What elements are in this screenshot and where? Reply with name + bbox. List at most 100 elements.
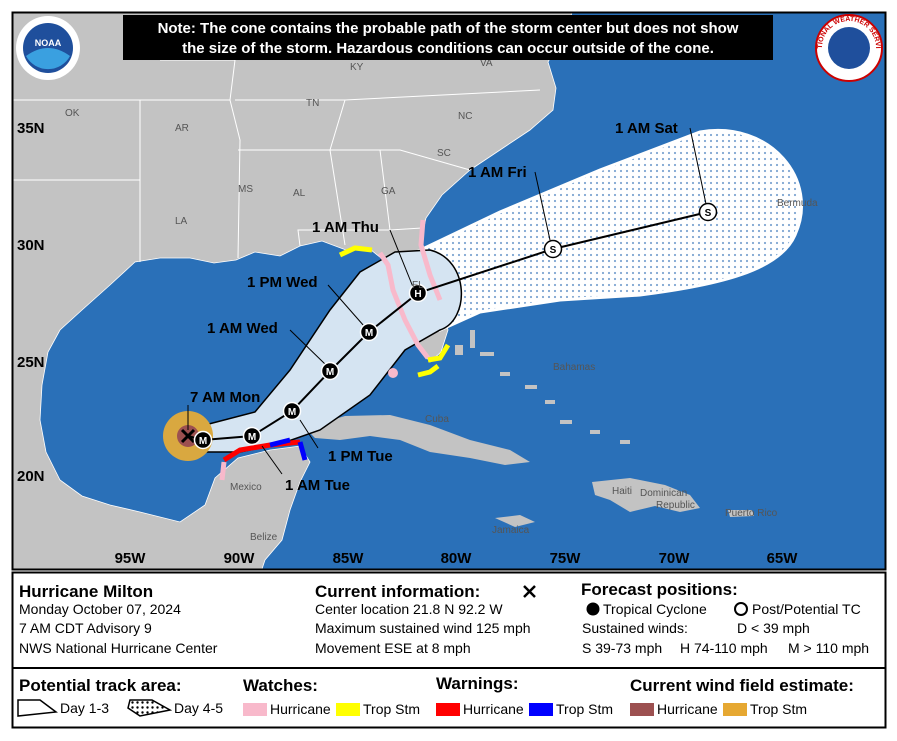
latitude-label: 30N [17,237,45,254]
track-area-title: Potential track area: [19,676,182,695]
wind-field-label: Trop Stm [750,701,807,717]
warnings-title: Warnings: [436,674,518,693]
track-marker [359,322,379,342]
trop-storm-watch-swatch [336,703,360,716]
trop-storm-wind-swatch [723,703,747,716]
sustained-winds: Sustained winds: [582,620,688,636]
time-label: 7 AM Mon [190,389,260,406]
time-label: 1 PM Wed [247,274,318,291]
marker-letter: M [288,407,296,418]
track-marker [408,283,428,303]
latitude-label: 35N [17,120,45,137]
legend-frame [11,571,887,729]
time-labels: 7 AM Mon 1 AM Tue 1 PM Tue 1 AM Wed 1 PM… [190,120,678,494]
day-1-3-symbol [17,699,58,717]
place-label: Mexico [230,482,262,493]
day-4-5-symbol [127,699,173,717]
cuba [305,415,530,465]
hurricane-wind-swatch [630,703,654,716]
latitude-label: 20N [17,468,45,485]
current-position [180,428,196,444]
track-marker [282,401,302,421]
wind-field-title: Current wind field estimate: [630,676,854,695]
track-area-label: Day 1-3 [60,700,109,716]
storm-name: Hurricane Milton [19,582,153,601]
noaa-text: NOAA [35,38,62,48]
wind-class: M > 110 mph [788,640,869,656]
longitude-label: 75W [550,550,582,567]
wind-field-label: Hurricane [657,701,718,717]
track-marker [543,239,563,259]
longitude-label: 65W [767,550,799,567]
leader-lines [187,127,707,475]
marker-letter: H [414,289,421,300]
time-label: 1 PM Tue [328,448,393,465]
place-label: Cuba [425,414,449,425]
place-label: Republic [656,500,695,511]
hurricane-warning-swatch [436,703,460,716]
longitude-label: 70W [659,550,691,567]
hispaniola [592,478,700,512]
puerto-rico [728,510,754,517]
borders [13,59,541,262]
place-label: SC [437,148,451,159]
map-frame [11,11,887,571]
time-label: 1 AM Wed [207,320,278,337]
place-label: VA [480,58,493,69]
time-label: 1 AM Sat [615,120,678,137]
date: Monday October 07, 2024 [19,601,181,617]
place-labels: KY VA OK AR TN NC SC MS AL GA LA FL Berm… [65,58,818,543]
advisory: 7 AM CDT Advisory 9 [19,620,152,636]
longitude-labels: 95W 90W 85W 80W 75W 70W 65W [115,550,799,567]
track-area-label: Day 4-5 [174,700,223,716]
place-label: Jamaica [492,525,530,536]
track-marker [698,202,718,222]
marker-letter: S [705,208,712,219]
marker-letter: M [199,436,207,447]
place-label: Bahamas [553,362,595,373]
place-label: TN [306,98,319,109]
watch-label: Hurricane [270,701,331,717]
time-label: 1 AM Fri [468,164,527,181]
legend: Hurricane Milton Monday October 07, 2024… [17,580,869,717]
bahamas [455,330,630,444]
place-label: MS [238,184,253,195]
place-label: KY [350,62,364,73]
watches-title: Watches: [243,676,318,695]
latitude-labels: 35N 30N 25N 20N [17,120,45,485]
trop-storm-warning-swatch [529,703,553,716]
place-label: Belize [250,532,278,543]
marker-letter: M [365,328,373,339]
land [13,13,573,569]
post-tc-label: Post/Potential TC [752,601,861,617]
place-label: Puerto Rico [725,508,778,519]
map: M M M M M H S S KY VA OK AR TN NC SC MS AL GA L… [13,13,885,569]
longitude-label: 85W [333,550,365,567]
marker-letter: M [326,367,334,378]
wind-class: D < 39 mph [737,620,810,636]
time-label: 1 AM Thu [312,219,379,236]
current-line: Center location 21.8 N 92.2 W [315,601,503,617]
forecast-title: Forecast positions: [581,580,738,599]
current-line: Maximum sustained wind 125 mph [315,620,531,636]
longitude-label: 95W [115,550,147,567]
marker-letter: M [248,432,256,443]
marker-letter: S [550,245,557,256]
warning-label: Trop Stm [556,701,613,717]
place-label: FL [412,280,424,291]
noaa-logo: NOAA [16,16,80,80]
track-marker [242,426,262,446]
track-marker [320,361,340,381]
current-title: Current information: [315,582,480,601]
note-line: the size of the storm. Hazardous conditi… [182,40,714,57]
place-label: Haiti [612,486,632,497]
warning-label: Hurricane [463,701,524,717]
track-markers: M M M M M H S S [193,202,718,450]
wind-class: H 74-110 mph [680,640,768,656]
latitude-label: 25N [17,354,45,371]
keys-watch [388,368,398,378]
tc-label: Tropical Cyclone [603,601,707,617]
office: NWS National Hurricane Center [19,640,218,656]
